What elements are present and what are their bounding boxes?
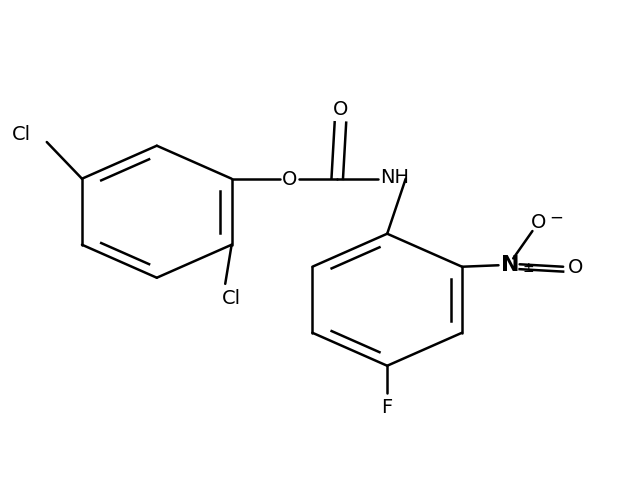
- Text: O: O: [333, 100, 348, 119]
- Text: O: O: [568, 258, 584, 277]
- Text: O: O: [531, 212, 547, 231]
- Text: O: O: [282, 170, 297, 189]
- Text: N: N: [500, 255, 519, 275]
- Text: ±: ±: [522, 260, 534, 274]
- Text: F: F: [381, 397, 393, 416]
- Text: Cl: Cl: [12, 124, 31, 143]
- Text: NH: NH: [380, 167, 410, 186]
- Text: Cl: Cl: [222, 288, 241, 307]
- Text: −: −: [549, 208, 563, 226]
